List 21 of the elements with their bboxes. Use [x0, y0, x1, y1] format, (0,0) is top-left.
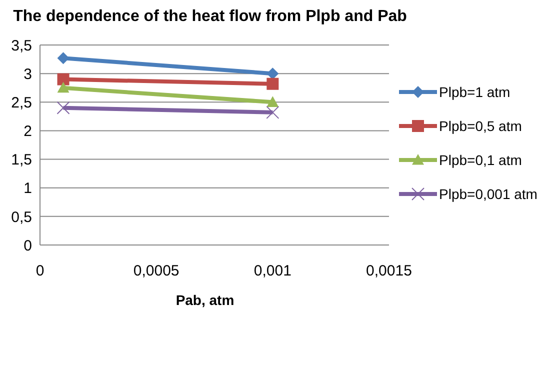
y-tick-label: 2: [24, 123, 32, 140]
x-tick-label: 0,0005: [133, 262, 180, 280]
legend-label: Plpb=0,001 atm: [439, 186, 538, 202]
legend-label: Plpb=0,5 atm: [439, 118, 522, 134]
x-tick-label: 0: [36, 262, 44, 280]
chart-title: The dependence of the heat flow from Plpb and Pab: [12, 8, 408, 26]
legend-label: Plpb=0,1 atm: [439, 152, 522, 168]
y-tick-label: 3,5: [11, 37, 32, 54]
y-tick-label: 3: [24, 66, 32, 83]
y-tick-label: 0,5: [11, 208, 32, 226]
x-tick-label: 0,0015: [366, 262, 412, 280]
y-tick-label: 2,5: [11, 94, 32, 112]
y-tick-label: 1,5: [11, 152, 32, 169]
x-tick-label: 0,001: [254, 262, 292, 280]
point: [56, 101, 70, 114]
point: [266, 106, 280, 119]
legend-label: Plpb=1 atm: [439, 84, 510, 100]
y-tick-label: 1: [24, 180, 32, 198]
y-tick-label: 0: [24, 237, 32, 254]
x-axis-title: Pab, atm: [174, 292, 236, 308]
point: [266, 78, 279, 90]
